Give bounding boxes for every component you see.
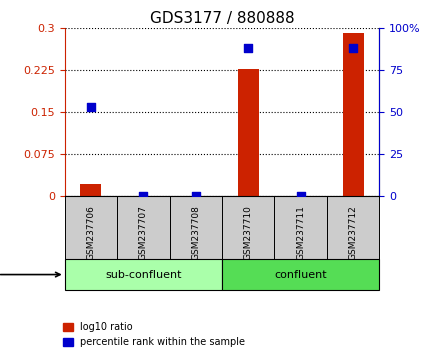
FancyBboxPatch shape bbox=[274, 196, 326, 259]
Text: GSM237706: GSM237706 bbox=[86, 205, 95, 260]
Text: growth protocol: growth protocol bbox=[0, 269, 60, 280]
Text: GSM237711: GSM237711 bbox=[295, 205, 304, 260]
FancyBboxPatch shape bbox=[64, 196, 117, 259]
Point bbox=[87, 104, 94, 110]
FancyBboxPatch shape bbox=[64, 259, 221, 290]
Text: confluent: confluent bbox=[273, 269, 326, 280]
Text: sub-confluent: sub-confluent bbox=[105, 269, 181, 280]
FancyBboxPatch shape bbox=[117, 196, 169, 259]
FancyBboxPatch shape bbox=[169, 196, 221, 259]
Legend: log10 ratio, percentile rank within the sample: log10 ratio, percentile rank within the … bbox=[61, 320, 247, 349]
Title: GDS3177 / 880888: GDS3177 / 880888 bbox=[149, 11, 294, 26]
Bar bbox=[342, 33, 363, 196]
Point bbox=[140, 193, 147, 199]
Text: GSM237712: GSM237712 bbox=[348, 205, 357, 260]
Bar bbox=[80, 184, 101, 196]
Point bbox=[192, 193, 199, 199]
Point bbox=[297, 193, 304, 199]
Text: GSM237708: GSM237708 bbox=[191, 205, 200, 260]
Text: GSM237707: GSM237707 bbox=[138, 205, 147, 260]
FancyBboxPatch shape bbox=[221, 196, 274, 259]
Point bbox=[244, 46, 251, 51]
FancyBboxPatch shape bbox=[326, 196, 378, 259]
Text: GSM237710: GSM237710 bbox=[243, 205, 252, 260]
Point bbox=[349, 46, 356, 51]
FancyBboxPatch shape bbox=[221, 259, 378, 290]
Bar bbox=[237, 69, 258, 196]
